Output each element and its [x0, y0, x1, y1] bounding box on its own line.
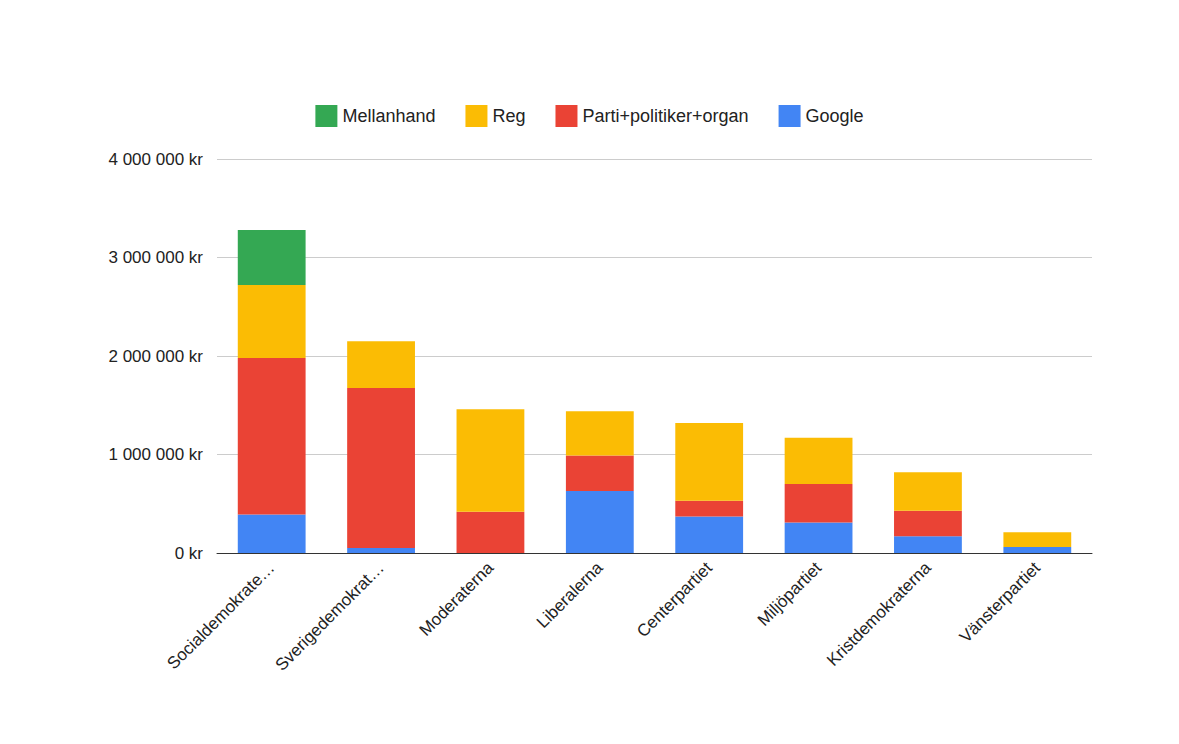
svg-text:0 kr: 0 kr: [175, 544, 204, 563]
svg-text:Kristdemokraterna: Kristdemokraterna: [823, 558, 935, 670]
svg-text:Centerpartiet: Centerpartiet: [633, 558, 716, 641]
svg-text:Reg: Reg: [492, 106, 525, 126]
svg-text:Moderaterna: Moderaterna: [416, 558, 498, 640]
svg-text:2 000 000 kr: 2 000 000 kr: [108, 347, 203, 366]
svg-text:Parti+politiker+organ: Parti+politiker+organ: [582, 106, 748, 126]
svg-text:Sverigedemokrat…: Sverigedemokrat…: [272, 558, 388, 674]
svg-text:Miljöpartiet: Miljöpartiet: [754, 558, 826, 630]
svg-text:Socialdemokrate…: Socialdemokrate…: [164, 558, 279, 673]
svg-text:Vänsterpartiet: Vänsterpartiet: [956, 558, 1044, 646]
svg-text:Google: Google: [806, 106, 864, 126]
svg-text:1 000 000 kr: 1 000 000 kr: [108, 445, 203, 464]
svg-text:Liberalerna: Liberalerna: [533, 558, 607, 632]
svg-text:4 000 000 kr: 4 000 000 kr: [108, 150, 203, 169]
svg-text:3 000 000 kr: 3 000 000 kr: [108, 248, 203, 267]
svg-text:Mellanhand: Mellanhand: [342, 106, 435, 126]
